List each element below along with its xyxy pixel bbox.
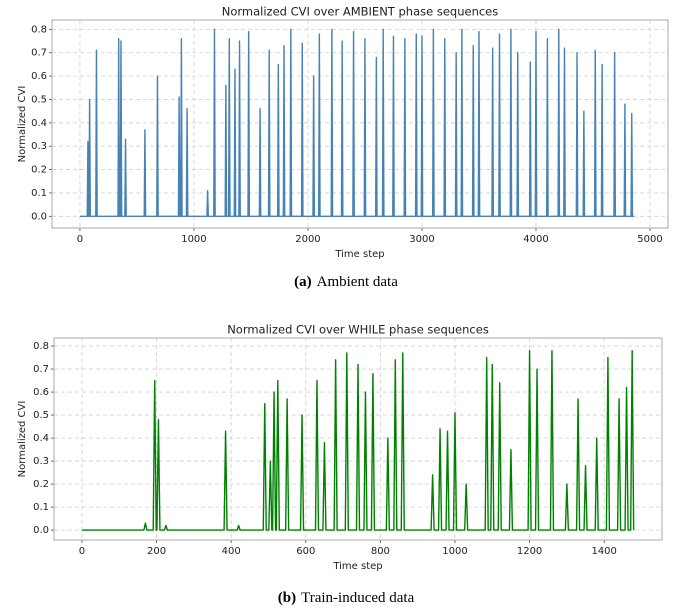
caption-text: Ambient data [317, 274, 399, 290]
y-tick-label: 0.0 [33, 525, 49, 536]
plot-frame [51, 19, 669, 229]
y-tick-label: 0.3 [31, 141, 47, 152]
y-tick-label: 0.7 [31, 48, 47, 59]
y-tick-label: 0.3 [33, 456, 49, 467]
x-axis-label: Time step [334, 249, 384, 260]
x-tick-label: 0 [79, 546, 85, 557]
x-tick-label: 0 [77, 234, 83, 245]
y-tick-label: 0.7 [33, 364, 49, 375]
y-tick-label: 0.4 [31, 118, 47, 129]
caption: (b) Train-induced data [278, 590, 415, 606]
x-axis-label: Time step [332, 561, 382, 572]
y-tick-label: 0.4 [33, 433, 49, 444]
x-tick-label: 1400 [591, 546, 616, 557]
chart-title: Normalized CVI over AMBIENT phase sequen… [222, 5, 499, 19]
y-tick-label: 0.5 [31, 94, 47, 105]
x-tick-label: 600 [296, 546, 315, 557]
y-tick-label: 0.5 [33, 410, 49, 421]
y-tick-label: 0.0 [31, 211, 47, 222]
x-tick-label: 2000 [295, 234, 320, 245]
x-tick-label: 1000 [442, 546, 467, 557]
y-tick-label: 0.2 [31, 165, 47, 176]
x-tick-label: 1000 [181, 234, 206, 245]
plot-frame [53, 337, 663, 541]
y-tick-label: 0.8 [33, 341, 49, 352]
y-tick-label: 0.6 [31, 71, 47, 82]
cvi-line [81, 349, 635, 531]
y-axis-label: Normalized CVI [17, 86, 28, 163]
y-tick-label: 0.2 [33, 479, 49, 490]
x-tick-label: 5000 [637, 234, 662, 245]
caption-text: Train-induced data [301, 590, 415, 606]
y-axis-label: Normalized CVI [17, 401, 28, 478]
caption: (a) Ambient data [294, 274, 398, 290]
caption-label: (b) [278, 590, 296, 606]
cvi-line [79, 28, 635, 218]
x-tick-label: 3000 [409, 234, 434, 245]
chart-title: Normalized CVI over WHILE phase sequence… [227, 323, 489, 337]
x-tick-label: 1200 [517, 546, 542, 557]
x-tick-label: 4000 [523, 234, 548, 245]
x-tick-label: 800 [371, 546, 390, 557]
y-tick-label: 0.1 [31, 188, 47, 199]
y-tick-label: 0.8 [31, 24, 47, 35]
x-tick-label: 200 [147, 546, 166, 557]
y-tick-label: 0.1 [33, 502, 49, 513]
x-tick-label: 400 [222, 546, 241, 557]
y-tick-label: 0.6 [33, 387, 49, 398]
caption-label: (a) [294, 274, 312, 290]
